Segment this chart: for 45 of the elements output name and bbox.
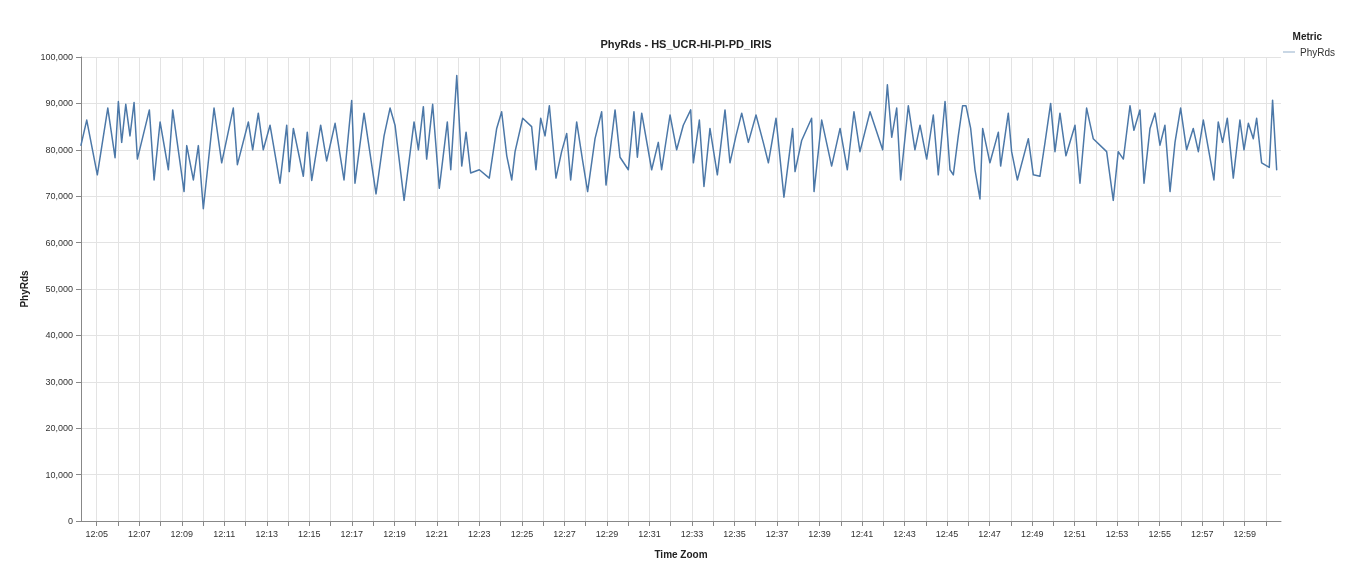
x-tick-label: 12:17 [340, 528, 364, 539]
x-tick-label: 12:55 [1148, 528, 1171, 539]
x-tick-label: 12:45 [935, 528, 959, 539]
line-series [80, 74, 1278, 210]
x-tick-label: 12:07 [128, 528, 151, 539]
x-tick-label: 12:43 [893, 528, 916, 539]
y-tick-label: 10,000 [45, 469, 73, 480]
x-tick-label: 12:27 [553, 528, 576, 539]
legend-title: Metric [1292, 30, 1323, 42]
y-tick-label: 0 [67, 516, 73, 526]
y-tick-label: 100,000 [40, 52, 73, 62]
x-axis-title: Time Zoom [654, 548, 708, 560]
x-tick-label: 12:23 [468, 528, 491, 539]
y-tick-label: 70,000 [45, 191, 73, 202]
x-tick-label: 12:35 [723, 528, 746, 539]
y-tick-label: 60,000 [45, 237, 73, 248]
y-tick-label: 40,000 [45, 330, 73, 341]
x-tick-label: 12:47 [978, 528, 1001, 539]
x-tick-label: 12:53 [1105, 528, 1129, 539]
x-tick-label: 12:57 [1190, 528, 1214, 539]
x-tick-label: 12:19 [383, 528, 406, 539]
x-tick-label: 12:09 [170, 528, 194, 539]
legend-label: PhyRds [1299, 46, 1335, 58]
y-tick-label: 90,000 [45, 98, 73, 109]
x-tick-label: 12:11 [213, 528, 236, 539]
x-tick-label: 12:31 [638, 528, 661, 539]
y-tick-label: 20,000 [45, 423, 73, 434]
y-tick-label: 30,000 [45, 376, 73, 387]
x-tick-label: 12:33 [680, 528, 704, 539]
x-tick-label: 12:29 [595, 528, 619, 539]
x-tick-label: 12:59 [1233, 528, 1256, 539]
chart-title: PhyRds - HS_UCR-HI-PI-PD_IRIS [600, 37, 772, 50]
x-tick-label: 12:25 [510, 528, 534, 539]
y-tick-label: 50,000 [45, 284, 73, 294]
x-tick-label: 12:37 [765, 528, 789, 539]
x-tick-label: 12:05 [85, 528, 108, 539]
x-tick-label: 12:51 [1063, 528, 1086, 539]
x-tick-label: 12:41 [850, 528, 874, 539]
x-tick-label: 12:21 [425, 528, 449, 539]
x-tick-label: 12:15 [298, 528, 321, 539]
x-tick-label: 12:13 [255, 528, 279, 539]
y-axis-title: PhyRds [19, 269, 31, 308]
x-tick-label: 12:49 [1020, 528, 1044, 539]
x-tick-label: 12:39 [808, 528, 831, 539]
y-tick-label: 80,000 [45, 144, 73, 155]
